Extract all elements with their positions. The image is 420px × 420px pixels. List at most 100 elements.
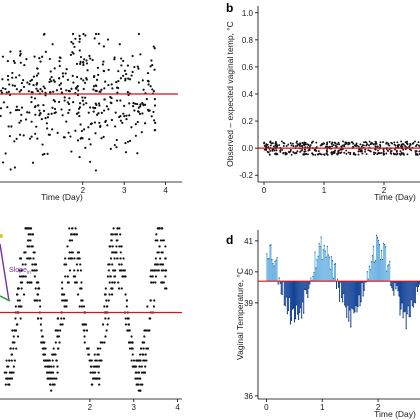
panel-d-bar-cap (378, 239, 379, 242)
panel-c-point (8, 371, 12, 374)
panel-a-point (34, 113, 37, 116)
panel-a-point (150, 59, 153, 62)
panel-a-point (129, 139, 132, 142)
panel-d-bar-cap (288, 296, 290, 298)
panel-d-bar-cap (313, 271, 315, 274)
panel-a-point (82, 32, 85, 36)
panel-a-point (72, 42, 75, 45)
panel-c-point (41, 347, 44, 350)
panel-b-point (306, 143, 309, 146)
panel-d-bar-cap (413, 301, 415, 303)
panel-a-point (134, 102, 137, 105)
panel-c-point (143, 335, 146, 338)
panel-c-point (137, 371, 141, 374)
panel-a-point (36, 137, 39, 140)
panel-b-point (338, 143, 341, 146)
panel-d-bar-cap (283, 304, 285, 306)
panel-c-point (153, 269, 156, 272)
panel-a-point (149, 85, 152, 88)
panel-a-point (9, 111, 12, 114)
panel-c-point (118, 263, 121, 266)
panel-b-y-tick-label: 0.0 (242, 144, 254, 153)
panel-d-bar-cap (312, 275, 314, 277)
panel-a-point (1, 78, 4, 81)
panel-d-bar-cap (404, 310, 406, 312)
panel-b-point (309, 144, 312, 147)
panel-b-point (269, 141, 272, 144)
panel-a-point (150, 115, 153, 118)
panel-c-point (128, 329, 131, 332)
panel-d-y-tick-label: 41 (244, 237, 253, 246)
panel-c-point (38, 287, 41, 290)
panel-c-point (9, 347, 12, 350)
panel-b-point (320, 143, 323, 146)
panel-c-point (118, 227, 121, 230)
panel-b-point (314, 153, 317, 156)
panel-a-point (40, 118, 43, 121)
panel-c-point (113, 281, 116, 284)
panel-c-point (127, 317, 130, 320)
panel-b-point (319, 144, 322, 147)
panel-d-bar-cap (403, 311, 405, 313)
panel-a-point (14, 109, 18, 112)
panel-a-point (88, 54, 91, 57)
panel-d-bar-cap (356, 311, 358, 313)
panel-b-point (387, 143, 390, 146)
panel-d-bar (315, 267, 317, 282)
panel-b-point (349, 151, 352, 154)
panel-a-point (94, 106, 97, 110)
panel-a-point (61, 75, 65, 78)
panel-b-point (385, 141, 388, 144)
panel-b-point (374, 145, 377, 148)
panel-c-point (5, 371, 8, 374)
panel-a-point (122, 112, 125, 115)
panel-a-point (91, 58, 94, 62)
panel-a-point (68, 97, 71, 100)
panel-c-point (52, 365, 55, 368)
panel-c-point (11, 329, 14, 332)
panel-c-point (136, 377, 139, 380)
panel-d-bar (305, 281, 307, 290)
panel-c-x-tick-label: 4 (175, 403, 180, 412)
panel-a-point (84, 34, 87, 37)
panel-b-point (362, 144, 365, 147)
panel-c-point (64, 257, 67, 260)
panel-d-bar-cap (362, 295, 364, 297)
panel-c-point (27, 239, 30, 242)
panel-a-point (80, 77, 83, 80)
panel-c-point (99, 359, 102, 362)
panel-d-bar (410, 281, 412, 300)
panel-c-point (95, 359, 98, 362)
panel-d-bar-cap (287, 309, 289, 311)
panel-b-point (311, 141, 313, 144)
panel-a-point (30, 96, 33, 99)
panel-a-point (0, 107, 3, 110)
panel-c-point (12, 365, 15, 368)
panel-d-bar (401, 281, 403, 303)
panel-d-bar-cap (350, 326, 352, 328)
panel-c-point (62, 317, 66, 320)
panel-d-bar (369, 269, 371, 282)
panel-a-point (102, 60, 105, 63)
panel-a-point (147, 80, 150, 83)
panel-c-point (23, 251, 26, 254)
panel-d-bar (366, 271, 368, 282)
panel-c-point (160, 227, 163, 230)
panel-d-bar (334, 263, 336, 282)
panel-d-bar (306, 281, 308, 294)
panel-b-point (358, 148, 361, 151)
panel-a-point (153, 119, 156, 122)
panel-d-bar-cap (310, 277, 312, 279)
panel-d-letter: d (226, 233, 233, 247)
panel-a-point (94, 102, 97, 105)
panel-d-bar (348, 281, 350, 322)
panel-b-point (264, 145, 267, 148)
panel-a-point (125, 114, 128, 117)
slope-label-subscript: in (27, 270, 31, 276)
panel-b-point (271, 142, 274, 145)
panel-a-point (7, 125, 10, 128)
panel-d-bar (411, 281, 413, 306)
panel-d-bar-cap (365, 281, 367, 283)
panel-c-x-ticks: 2 3 4 (88, 399, 180, 412)
